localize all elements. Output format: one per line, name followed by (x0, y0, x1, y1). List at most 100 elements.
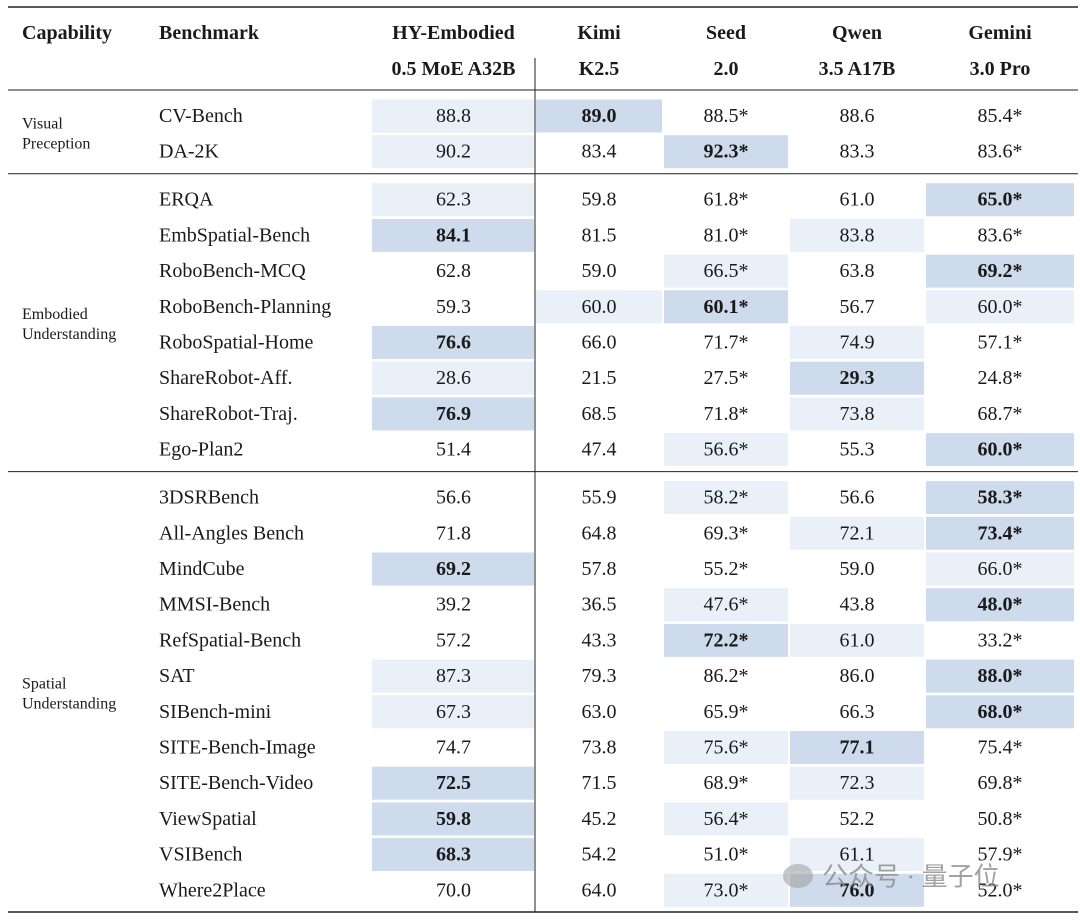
score: 57.1* (978, 332, 1023, 354)
column-subheader: 3.5 A17B (819, 58, 896, 80)
score: 72.1 (840, 522, 875, 544)
score: 55.3 (840, 439, 875, 461)
score: 62.8 (436, 260, 471, 282)
capability-label: Embodied (22, 306, 88, 323)
score: 69.8* (978, 772, 1023, 794)
watermark-icon (783, 864, 813, 888)
best-highlight (372, 766, 534, 800)
score: 51.4 (436, 439, 471, 461)
score: 73.8 (840, 403, 875, 425)
score: 86.2* (704, 665, 749, 687)
second-highlight (372, 659, 534, 693)
score: 60.0* (978, 296, 1023, 318)
score: 47.4 (582, 439, 617, 461)
benchmark-name: All-Angles Bench (159, 522, 304, 544)
best-highlight (372, 326, 534, 359)
score: 50.8* (978, 808, 1023, 830)
best-highlight (664, 623, 788, 657)
score: 27.5* (704, 367, 749, 389)
second-highlight (664, 873, 788, 907)
column-header: HY-Embodied (392, 22, 515, 44)
score: 56.6 (436, 487, 471, 509)
score: 28.6 (436, 367, 471, 389)
second-highlight (372, 183, 534, 217)
score: 88.8 (436, 105, 471, 127)
score: 66.0* (978, 558, 1023, 580)
benchmark-name: RoboBench-Planning (159, 296, 331, 318)
score: 69.2* (978, 260, 1023, 282)
second-highlight (790, 516, 924, 550)
score: 64.0 (582, 879, 617, 901)
score: 72.3 (840, 772, 875, 794)
second-highlight (664, 588, 788, 622)
score: 79.3 (582, 665, 617, 687)
score: 71.7* (704, 332, 749, 354)
score: 56.4* (704, 808, 749, 830)
score: 29.3 (840, 367, 875, 389)
score: 68.7* (978, 403, 1023, 425)
second-highlight (664, 481, 788, 515)
best-highlight (926, 433, 1074, 467)
score: 36.5 (582, 594, 617, 616)
benchmark-name: CV-Bench (159, 105, 243, 127)
best-highlight (926, 516, 1074, 550)
best-highlight (664, 135, 788, 169)
score: 61.8* (704, 189, 749, 211)
icon-bubble (783, 864, 813, 888)
score: 39.2 (436, 594, 471, 616)
score: 45.2 (582, 808, 617, 830)
score: 54.2 (582, 844, 617, 866)
benchmark-name: Ego-Plan2 (159, 439, 243, 461)
best-highlight (926, 659, 1074, 693)
score: 47.6* (704, 594, 749, 616)
best-highlight (790, 731, 924, 764)
benchmark-name: SAT (159, 665, 195, 687)
score: 66.5* (704, 260, 749, 282)
score: 65.9* (704, 701, 749, 723)
score: 60.0* (978, 439, 1023, 461)
second-highlight (790, 397, 924, 431)
best-highlight (372, 802, 534, 836)
score: 24.8* (978, 367, 1023, 389)
score: 90.2 (436, 141, 471, 163)
column-subheader: 3.0 Pro (970, 58, 1031, 80)
capability-label: Understanding (22, 695, 116, 712)
benchmark-name: EmbSpatial-Bench (159, 224, 310, 246)
benchmark-name: ShareRobot-Aff. (159, 367, 293, 389)
capability-label: Spatial (22, 675, 67, 692)
score: 83.3 (840, 141, 875, 163)
score: 92.3* (704, 141, 749, 163)
score: 70.0 (436, 879, 471, 901)
score: 51.0* (704, 844, 749, 866)
second-highlight (664, 802, 788, 836)
second-highlight (926, 552, 1074, 586)
score: 76.6 (436, 332, 471, 354)
column-header: Qwen (832, 22, 882, 44)
column-subheader: K2.5 (579, 58, 620, 80)
score: 75.6* (704, 737, 749, 759)
second-highlight (790, 766, 924, 800)
score: 71.8* (704, 403, 749, 425)
best-highlight (926, 254, 1074, 288)
score: 68.3 (436, 844, 471, 866)
score: 84.1 (436, 224, 471, 246)
score: 55.9 (582, 487, 617, 509)
score: 88.5* (704, 105, 749, 127)
benchmark-name: DA-2K (159, 141, 220, 163)
capability-label: Preception (22, 135, 90, 152)
score: 83.8 (840, 224, 875, 246)
score: 48.0* (978, 594, 1023, 616)
score: 83.6* (978, 141, 1023, 163)
score: 68.0* (978, 701, 1023, 723)
score: 81.0* (704, 224, 749, 246)
score: 63.0 (582, 701, 617, 723)
score: 73.0* (704, 879, 749, 901)
capability-label: Visual (22, 115, 63, 132)
best-highlight (372, 397, 534, 431)
score: 58.3* (978, 487, 1023, 509)
score: 72.2* (704, 629, 749, 651)
score: 61.1 (840, 844, 875, 866)
benchmark-name: RoboSpatial-Home (159, 332, 314, 354)
score: 69.3* (704, 522, 749, 544)
column-header: Benchmark (159, 22, 260, 44)
